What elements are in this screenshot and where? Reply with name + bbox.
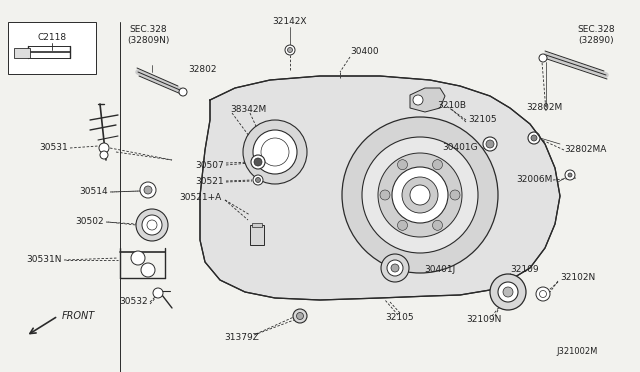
Bar: [8, 22, 96, 74]
Circle shape: [254, 158, 262, 166]
Circle shape: [293, 309, 307, 323]
Circle shape: [536, 287, 550, 301]
Circle shape: [136, 209, 168, 241]
Bar: [172, 70, 624, 362]
Polygon shape: [410, 88, 445, 112]
Text: 32109N: 32109N: [467, 315, 502, 324]
Text: 32105: 32105: [468, 115, 497, 125]
Circle shape: [296, 312, 303, 320]
Circle shape: [397, 220, 408, 230]
Text: 30532: 30532: [120, 298, 148, 307]
Text: 38342M: 38342M: [230, 106, 266, 115]
Text: 32802: 32802: [188, 65, 216, 74]
Text: SEC.328: SEC.328: [129, 26, 167, 35]
Circle shape: [392, 167, 448, 223]
Text: 30514: 30514: [79, 187, 108, 196]
Text: 30401J: 30401J: [424, 266, 455, 275]
Text: (32809N): (32809N): [127, 36, 169, 45]
Bar: [252, 223, 262, 227]
Circle shape: [490, 274, 526, 310]
Text: 30521: 30521: [195, 177, 224, 186]
Circle shape: [342, 117, 498, 273]
Text: 30507: 30507: [195, 160, 224, 170]
Circle shape: [565, 170, 575, 180]
Text: 30521+A: 30521+A: [180, 193, 222, 202]
Text: 30502: 30502: [76, 218, 104, 227]
Text: 31379Z: 31379Z: [224, 334, 259, 343]
Circle shape: [153, 288, 163, 298]
Circle shape: [539, 54, 547, 62]
Text: C2118: C2118: [37, 33, 67, 42]
Circle shape: [381, 254, 409, 282]
Text: 32142X: 32142X: [273, 17, 307, 26]
Circle shape: [433, 220, 442, 230]
Text: (32890): (32890): [578, 36, 614, 45]
Bar: [250, 225, 264, 245]
Circle shape: [498, 282, 518, 302]
Circle shape: [362, 137, 478, 253]
Circle shape: [378, 153, 462, 237]
Text: 32006M: 32006M: [516, 176, 553, 185]
Text: 30401G: 30401G: [442, 144, 478, 153]
Circle shape: [144, 186, 152, 194]
Circle shape: [141, 263, 155, 277]
Text: 32105: 32105: [386, 314, 414, 323]
Circle shape: [287, 48, 292, 52]
Circle shape: [140, 182, 156, 198]
Text: 3210B: 3210B: [437, 102, 466, 110]
Text: 30531: 30531: [39, 144, 68, 153]
Circle shape: [397, 160, 408, 170]
Circle shape: [253, 130, 297, 174]
Circle shape: [433, 160, 442, 170]
Circle shape: [503, 287, 513, 297]
Text: FRONT: FRONT: [62, 311, 95, 321]
Circle shape: [285, 45, 295, 55]
Text: 30531N: 30531N: [26, 256, 62, 264]
Circle shape: [100, 151, 108, 159]
Circle shape: [387, 260, 403, 276]
Text: J321002M: J321002M: [557, 347, 598, 356]
Circle shape: [251, 155, 265, 169]
Circle shape: [243, 120, 307, 184]
Bar: [14, 48, 30, 58]
Circle shape: [568, 173, 572, 177]
Text: 32109: 32109: [510, 266, 539, 275]
Circle shape: [483, 137, 497, 151]
Circle shape: [131, 251, 145, 265]
Circle shape: [99, 143, 109, 153]
Circle shape: [486, 140, 494, 148]
Circle shape: [391, 264, 399, 272]
Text: 30400: 30400: [350, 48, 379, 57]
Circle shape: [531, 135, 537, 141]
Circle shape: [142, 215, 162, 235]
Text: 32802M: 32802M: [526, 103, 562, 112]
Text: 32802MA: 32802MA: [564, 145, 606, 154]
Circle shape: [450, 190, 460, 200]
Text: 32102N: 32102N: [560, 273, 595, 282]
Circle shape: [402, 177, 438, 213]
Circle shape: [179, 88, 187, 96]
Circle shape: [255, 177, 260, 183]
Circle shape: [253, 175, 263, 185]
Circle shape: [380, 190, 390, 200]
Polygon shape: [200, 76, 560, 300]
Circle shape: [413, 95, 423, 105]
Circle shape: [528, 132, 540, 144]
Text: SEC.328: SEC.328: [577, 26, 615, 35]
Circle shape: [410, 185, 430, 205]
